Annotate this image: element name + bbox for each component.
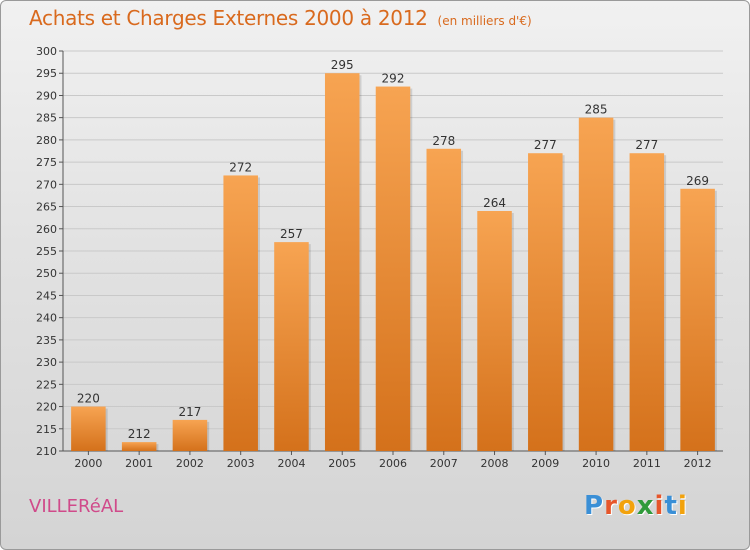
x-tick-labels: 2000 2001 2002 2003 2004 2005 2006 2007 2008 2009… [74,451,712,470]
logo-letter: r [604,491,618,521]
y-tick-label: 250 [36,267,57,280]
x-tick-label: 2007 [430,457,458,470]
x-tick-label: 2006 [379,457,407,470]
data-label: 292 [382,72,405,86]
logo-letter: t [664,491,678,521]
y-tick-label: 230 [36,356,57,369]
x-tick-label: 2003 [227,457,255,470]
x-tick-label: 2008 [481,457,509,470]
x-tick-label: 2009 [531,457,559,470]
chart-title-text: Achats et Charges Externes 2000 à 2012 [29,6,428,30]
data-label: 278 [432,134,455,148]
bar [223,175,258,451]
data-label: 220 [77,392,100,406]
data-label: 257 [280,227,303,241]
bars [71,73,717,452]
y-tick-label: 285 [36,112,57,125]
x-tick-label: 2012 [684,457,712,470]
bar [121,442,157,451]
data-label: 277 [635,138,658,152]
y-tick-label: 215 [36,423,57,436]
chart-unit-label: (en milliers d'€) [437,14,532,28]
bar [71,406,106,451]
x-tick-label: 2001 [125,457,153,470]
y-tick-label: 240 [36,312,57,325]
data-label: 269 [686,174,709,188]
bar [680,188,715,451]
y-tick-label: 295 [36,67,57,80]
bar [375,86,411,452]
chart-title: Achats et Charges Externes 2000 à 2012 (e… [29,6,532,30]
y-tick-label: 280 [36,134,57,147]
proxiti-logo: Proxiti [584,491,688,521]
bar [629,153,665,451]
x-tick-label: 2011 [633,457,661,470]
y-tick-label: 270 [36,178,57,191]
y-tick-label: 225 [36,378,57,391]
x-tick-label: 2002 [176,457,204,470]
bar [274,242,309,451]
y-tick-label: 245 [36,289,57,302]
data-label: 272 [229,160,252,174]
y-tick-label: 260 [36,223,57,236]
y-tick-label: 255 [36,245,57,258]
y-tick-labels: 210 215 220 225 230 235 240 245 250 255 260 265 270 2… [36,45,57,458]
bar [324,73,360,451]
bar [426,148,462,451]
y-tick-label: 300 [36,45,57,58]
x-tick-label: 2010 [582,457,610,470]
logo-letter: i [677,491,688,521]
y-tick-label: 265 [36,201,57,214]
place-name: VILLERéAL [29,496,124,517]
x-tick-label: 2004 [277,457,305,470]
data-label: 264 [483,196,506,210]
data-label: 212 [128,427,151,441]
y-tick-label: 290 [36,89,57,102]
bar [578,117,614,452]
logo-letter: x [636,491,655,521]
data-label: 217 [178,405,201,419]
logo-letter: i [654,491,665,521]
y-tick-label: 275 [36,156,57,169]
y-tick-label: 220 [36,401,57,414]
logo-letter: o [617,491,637,521]
data-labels: 220 212 217 272 257 295 292 278 264 277 285 277 269 [77,58,709,441]
bar [528,153,563,451]
data-label: 285 [585,103,608,117]
x-tick-label: 2005 [328,457,356,470]
logo-letter: P [584,491,605,521]
y-tick-label: 235 [36,334,57,347]
y-tick-label: 210 [36,445,57,458]
data-label: 277 [534,138,557,152]
bar [172,419,208,451]
data-label: 295 [331,58,354,72]
bar [477,211,512,451]
x-tick-label: 2000 [74,457,102,470]
